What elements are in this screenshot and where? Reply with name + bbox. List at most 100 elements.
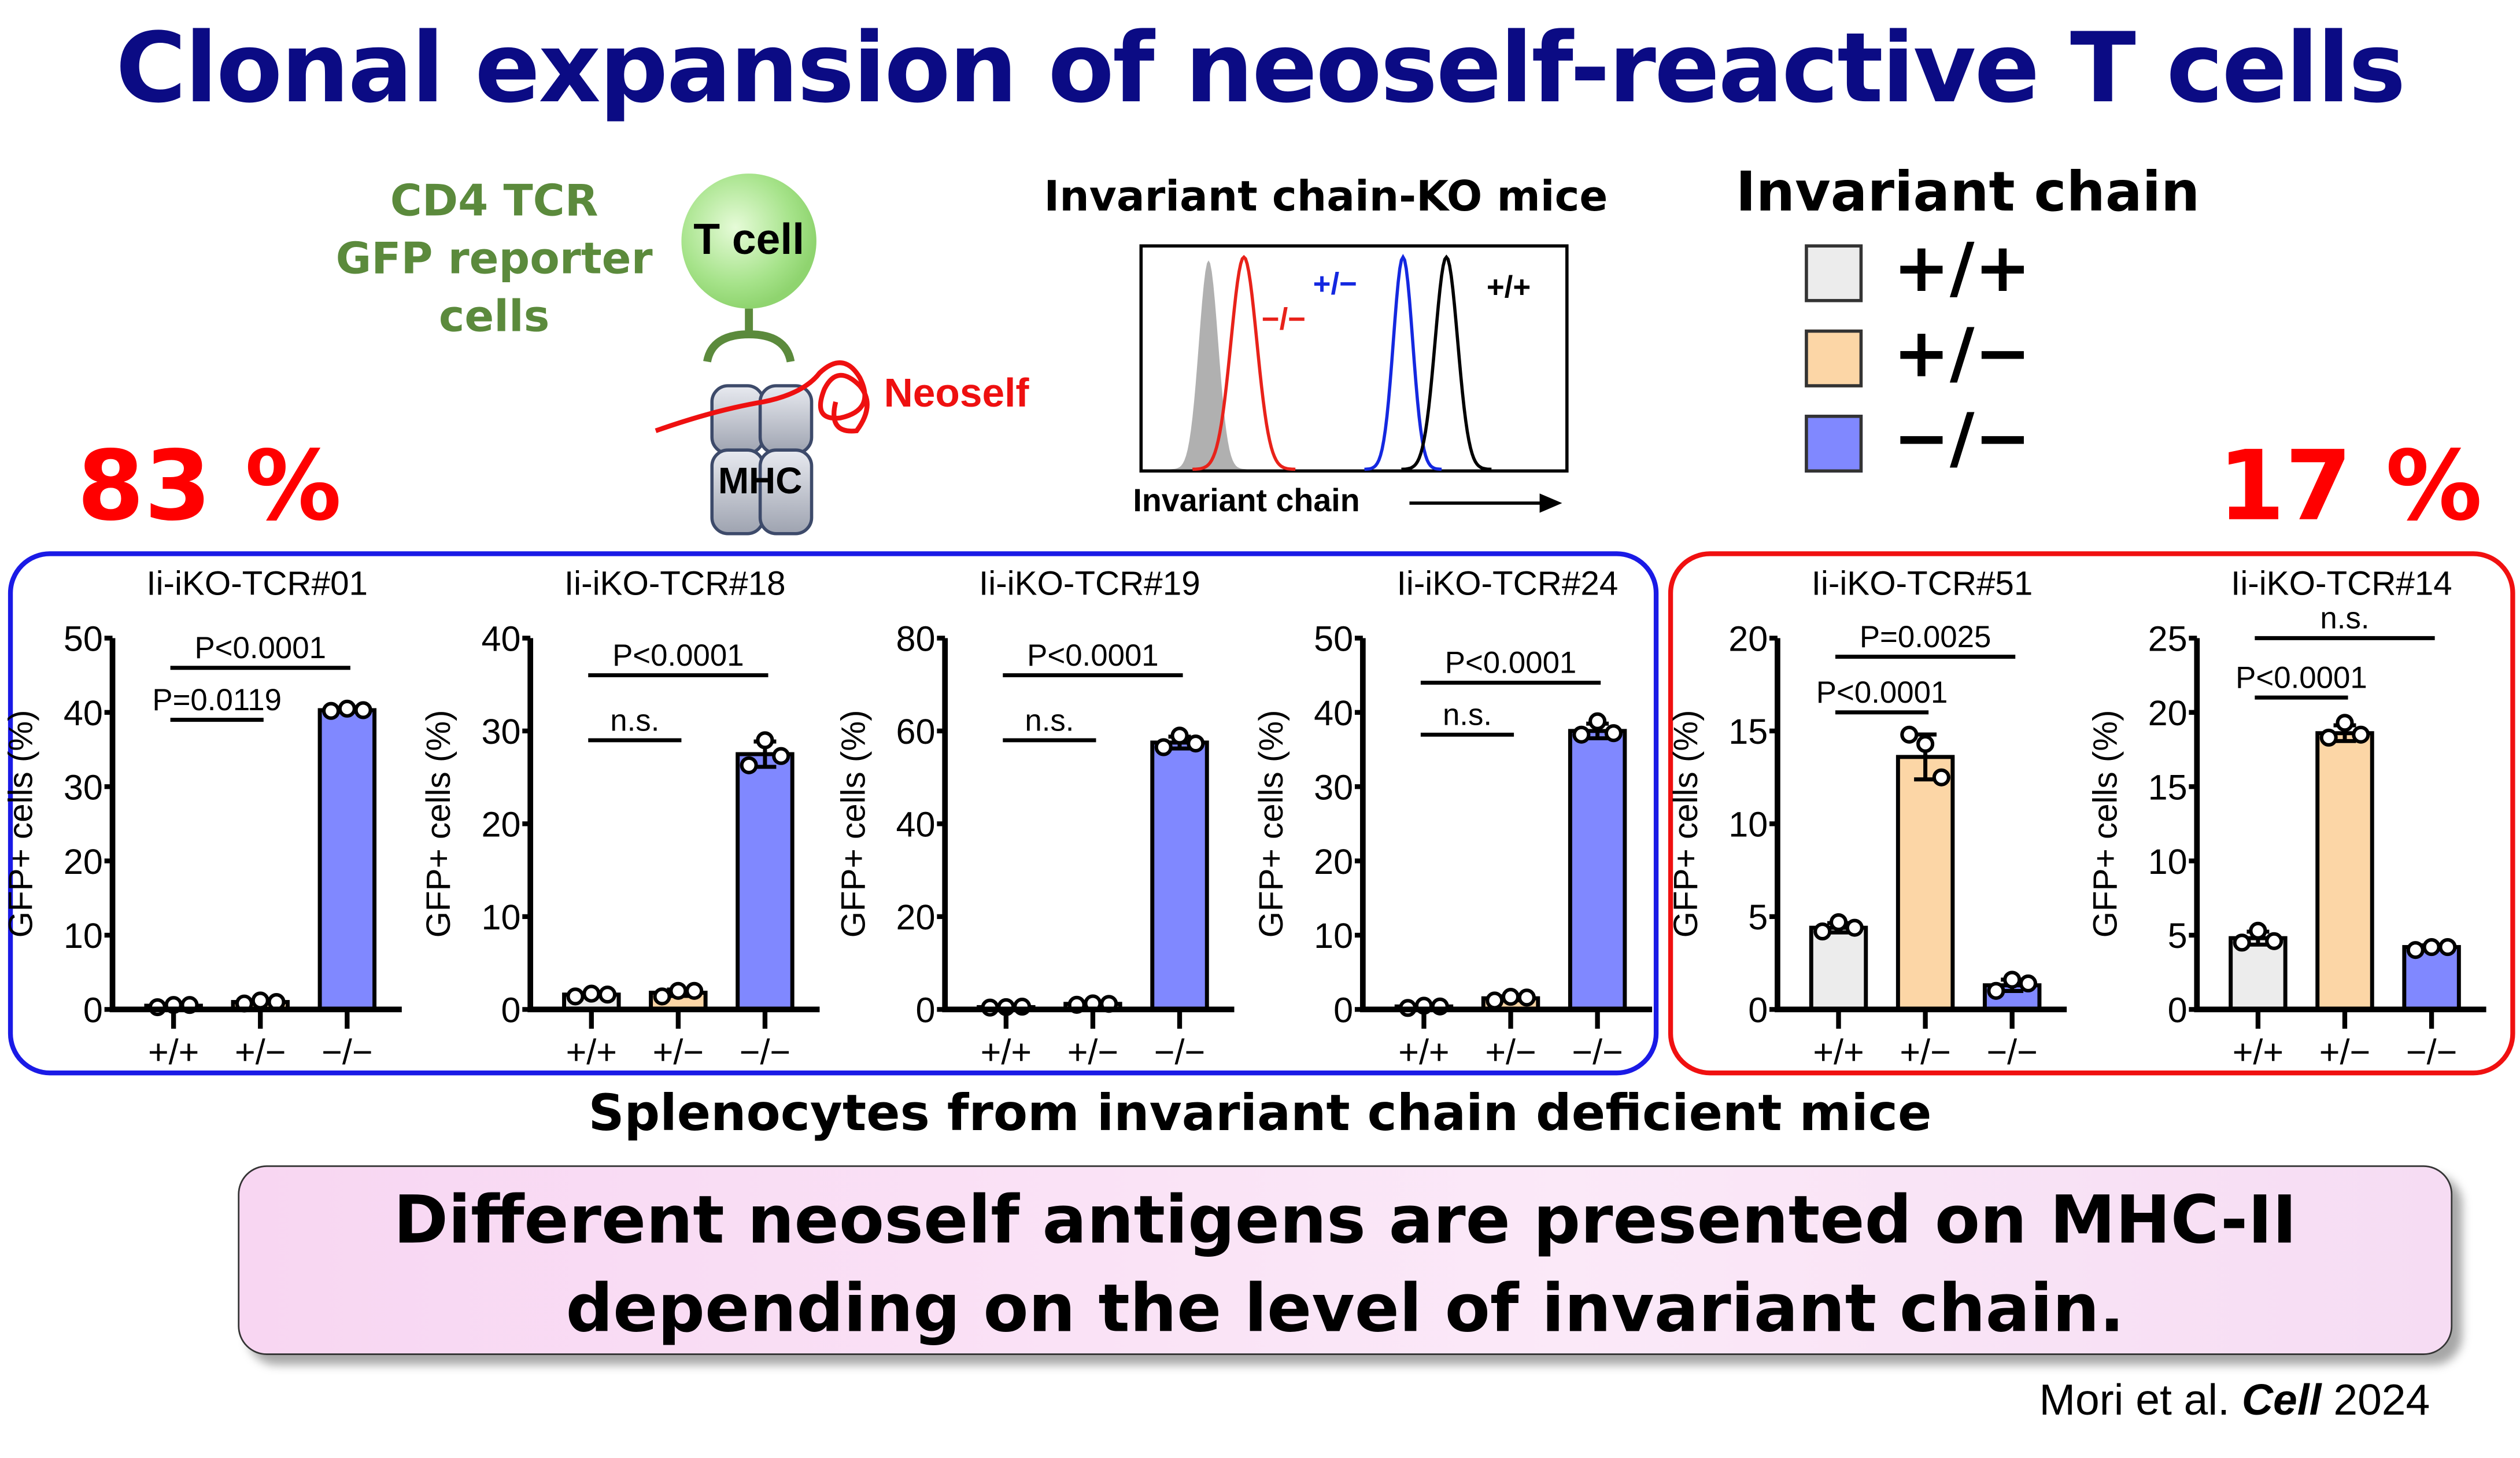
y-tick-label: 5 <box>1748 898 1768 937</box>
splenocytes-caption: Splenocytes from invariant chain deficie… <box>588 1085 1932 1143</box>
data-point <box>2438 937 2457 957</box>
y-tick-label: 10 <box>2148 842 2188 881</box>
histogram-frame <box>1139 244 1569 473</box>
percent-right: 17 % <box>2218 430 2482 544</box>
data-point <box>338 699 356 718</box>
y-tick-label: 20 <box>2148 693 2188 733</box>
legend-label: −/− <box>1893 398 2031 478</box>
significance-label: n.s. <box>1443 698 1492 732</box>
y-axis-label: GFP+ cells (%) <box>1252 710 1290 937</box>
y-tick-label: 80 <box>896 619 936 659</box>
data-point <box>1829 913 1848 932</box>
x-tick-label: +/− <box>1900 1032 1950 1072</box>
x-tick-label: +/+ <box>1398 1032 1449 1072</box>
y-tick-label: 25 <box>2148 619 2188 659</box>
y-tick-label: 20 <box>481 805 520 844</box>
chart-title: Ii-iKO-TCR#51 <box>1812 564 2033 602</box>
significance-label: P=0.0025 <box>1860 620 1991 654</box>
data-point <box>354 701 372 719</box>
bar-chart: Ii-iKO-TCR#14 GFP+ cells (%) +/+ +/− −/− 0 5 10… <box>2086 564 2486 1072</box>
y-tick-label: 0 <box>916 991 936 1030</box>
y-tick-label: 30 <box>64 767 103 807</box>
y-tick-label: 40 <box>1314 693 1353 733</box>
data-point <box>653 987 671 1006</box>
bar-chart: Ii-iKO-TCR#51 GFP+ cells (%) +/+ +/− −/− 0 5 10… <box>1667 564 2067 1072</box>
conclusion-line: depending on the level of invariant chai… <box>566 1269 2124 1348</box>
citation-authors: Mori et al. <box>2039 1376 2242 1424</box>
data-point <box>669 981 688 1000</box>
neoself-peptide-icon <box>655 360 870 434</box>
x-tick-label: −/− <box>2406 1032 2457 1072</box>
data-point <box>1170 726 1189 745</box>
mhc-icon: MHC <box>710 384 814 536</box>
citation-journal: Cell <box>2241 1376 2322 1424</box>
significance-label: P=0.0119 <box>152 683 282 717</box>
group-box-17-percent <box>1668 551 2515 1076</box>
significance-label: P<0.0001 <box>2236 660 2367 695</box>
x-tick-label: −/− <box>1572 1032 1623 1072</box>
x-tick-label: +/− <box>2319 1032 2370 1072</box>
y-tick-label: 20 <box>1728 619 1768 659</box>
conclusion-line: Different neoself antigens are presented… <box>393 1181 2297 1259</box>
x-tick-label: +/− <box>653 1032 704 1072</box>
bar <box>736 752 795 1012</box>
y-tick-label: 10 <box>1314 916 1353 955</box>
data-point <box>2003 970 2022 989</box>
legend-swatch <box>1805 329 1863 387</box>
data-point <box>322 702 341 720</box>
histogram-peak-label: +/− <box>1313 267 1357 301</box>
mhc-label: MHC <box>718 460 803 501</box>
significance-label: P<0.0001 <box>612 638 744 673</box>
y-tick-label: 40 <box>64 693 103 733</box>
y-axis-label: GFP+ cells (%) <box>2 710 40 937</box>
y-tick-label: 0 <box>83 991 103 1030</box>
data-point <box>566 987 585 1006</box>
data-point <box>685 981 704 1000</box>
y-tick-label: 10 <box>64 916 103 955</box>
y-tick-label: 15 <box>1728 712 1768 751</box>
significance-label: n.s. <box>1025 703 1074 737</box>
x-tick-label: −/− <box>1154 1032 1205 1072</box>
y-tick-label: 0 <box>501 991 520 1030</box>
data-point <box>2352 725 2370 744</box>
data-point <box>582 984 601 1003</box>
x-tick-label: +/− <box>1485 1032 1536 1072</box>
y-axis-label: GFP+ cells (%) <box>2086 710 2124 937</box>
axis <box>1359 638 1653 1013</box>
histogram-xlabel: Invariant chain <box>1133 482 1359 518</box>
y-axis-label: GFP+ cells (%) <box>420 710 457 937</box>
significance-label: P<0.0001 <box>1445 646 1577 680</box>
data-point <box>1501 988 1520 1006</box>
data-point <box>756 731 774 750</box>
histogram-peak-label: −/− <box>1262 302 1306 337</box>
data-point <box>1604 724 1623 743</box>
bar-chart: Ii-iKO-TCR#24 GFP+ cells (%) +/+ +/− −/− 0 10 2… <box>1252 564 1653 1072</box>
data-point <box>1572 725 1591 744</box>
significance-label: P<0.0001 <box>1816 676 1948 710</box>
y-tick-label: 0 <box>1333 991 1353 1030</box>
histogram-peak <box>1364 253 1442 471</box>
data-point <box>251 991 269 1010</box>
y-tick-label: 20 <box>1314 842 1353 881</box>
legend-title: Invariant chain <box>1735 160 2200 226</box>
data-point <box>2233 933 2251 952</box>
data-point <box>1187 734 1205 753</box>
data-point <box>598 985 617 1004</box>
x-tick-label: −/− <box>740 1032 790 1072</box>
legend-swatch <box>1805 244 1863 302</box>
reporter-cells-label: CD4 TCR GFP reporter cells <box>322 174 667 347</box>
y-tick-label: 30 <box>481 712 520 751</box>
histogram-peak <box>1401 254 1492 471</box>
legend-label: +/+ <box>1893 228 2031 307</box>
data-point <box>1845 918 1864 937</box>
data-point <box>1987 981 2005 1000</box>
arrow-icon <box>1539 493 1562 513</box>
reporter-line: CD4 TCR <box>390 176 598 227</box>
t-cell-icon: T cell <box>681 174 816 363</box>
chart-title: Ii-iKO-TCR#01 <box>146 564 368 602</box>
neoself-label: Neoself <box>884 370 1030 415</box>
chart-title: Ii-iKO-TCR#18 <box>564 564 786 602</box>
data-point <box>1932 768 1950 787</box>
bar <box>317 708 377 1012</box>
